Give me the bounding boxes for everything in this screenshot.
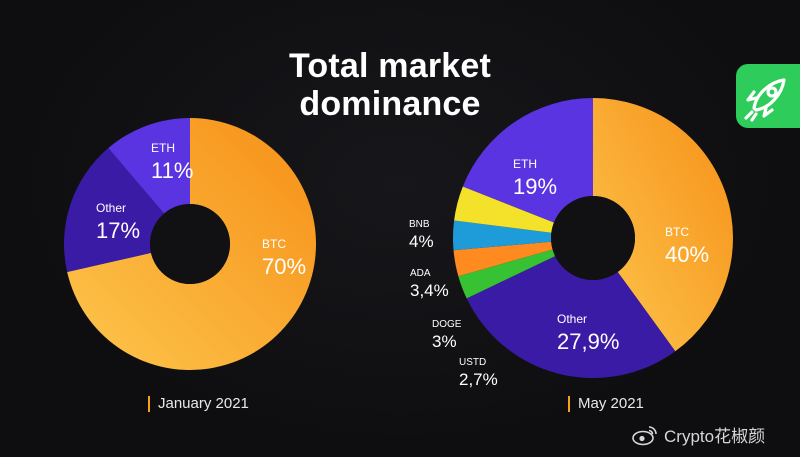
period-label-january: January 2021 — [148, 396, 249, 412]
watermark-text: Crypto花椒颜 — [664, 427, 766, 446]
slice-other-january-2021 — [63, 148, 165, 273]
slice-name-label: ETH — [513, 157, 537, 171]
slice-value-label: 70% — [262, 254, 306, 279]
rocket-icon — [744, 78, 786, 122]
slice-name-label: BTC — [262, 237, 286, 251]
slice-ustd-may-2021 — [458, 249, 556, 299]
slice-name-label: BTC — [665, 225, 689, 239]
slice-value-label: 3% — [432, 332, 457, 351]
slice-bnb-may-2021 — [454, 186, 554, 233]
weibo-icon — [632, 425, 657, 445]
period-label-may: May 2021 — [568, 396, 644, 412]
donut-january-2021: BTC 70% Other 17% ETH 11% — [63, 118, 316, 370]
donut-may-2021: BTC 40% Other 27,9% USTD 2,7% DOGE 3% ADA 3,4% BNB… — [409, 98, 733, 389]
slice-value-label: 4% — [409, 232, 434, 251]
slice-value-label: 27,9% — [557, 329, 619, 354]
slice-value-label: 3,4% — [410, 281, 449, 300]
donut-hole — [150, 204, 230, 284]
slice-name-label: USTD — [459, 357, 486, 368]
slice-value-label: 2,7% — [459, 370, 498, 389]
slice-value-label: 40% — [665, 242, 709, 267]
donut-hole — [551, 196, 635, 280]
slice-name-label: DOGE — [432, 319, 462, 330]
chart-title-line2: dominance — [299, 85, 481, 123]
slice-value-label: 17% — [96, 218, 140, 243]
slice-name-label: ETH — [151, 141, 175, 155]
slice-name-label: ADA — [410, 268, 431, 279]
slice-name-label: BNB — [409, 219, 430, 230]
slice-name-label: Other — [96, 201, 126, 215]
slice-value-label: 19% — [513, 174, 557, 199]
slice-ada-may-2021 — [452, 220, 552, 251]
slice-other-may-2021 — [466, 256, 676, 378]
slice-btc-may-2021 — [593, 98, 733, 352]
rocket-badge — [736, 64, 800, 128]
slice-name-label: Other — [557, 312, 587, 326]
slice-doge-may-2021 — [453, 241, 553, 277]
slice-eth-may-2021 — [462, 98, 593, 223]
watermark: Crypto花椒颜 — [632, 422, 765, 447]
slice-eth-january-2021 — [108, 118, 190, 214]
slice-btc-january-2021 — [67, 118, 316, 370]
slice-value-label: 11% — [151, 158, 193, 183]
chart-title-line1: Total market — [288, 47, 492, 85]
